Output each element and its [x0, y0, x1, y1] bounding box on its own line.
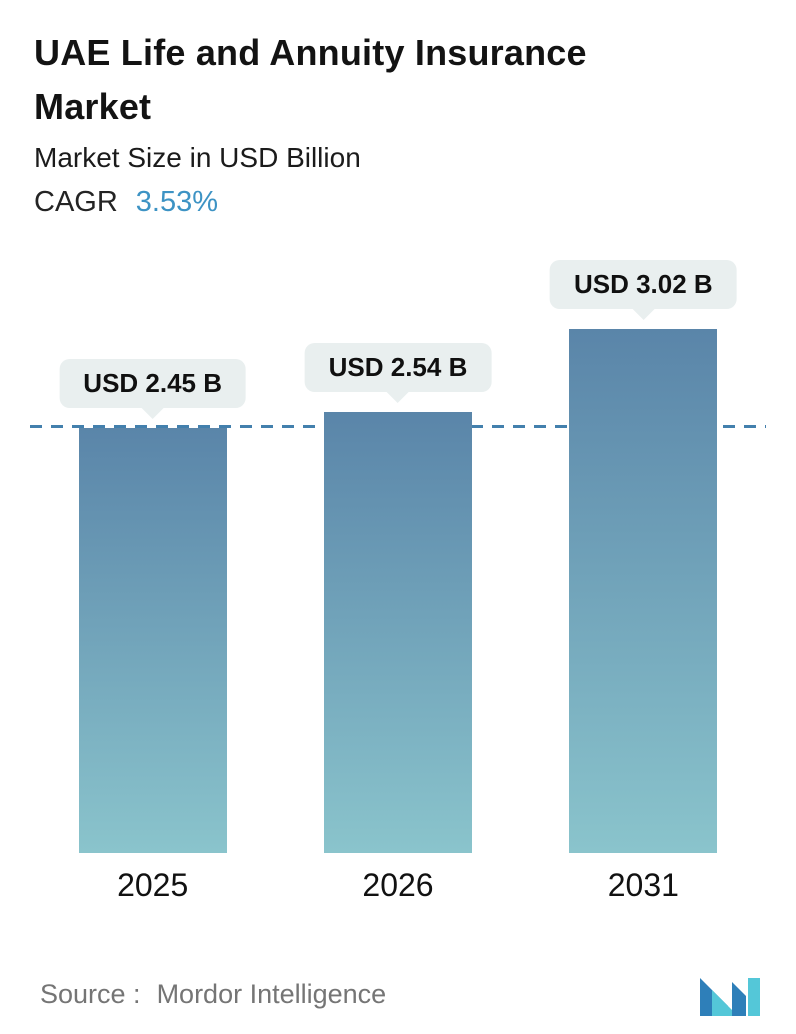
chart-title: UAE Life and Annuity Insurance Market [34, 32, 587, 127]
x-axis: 2025 2026 2031 [30, 867, 766, 904]
value-label-badge: USD 2.54 B [304, 343, 492, 392]
value-label-badge: USD 3.02 B [549, 260, 737, 309]
bar-group: USD 2.45 B [30, 263, 275, 853]
logo-shape-middle [712, 990, 732, 1016]
source-value: Mordor Intelligence [156, 978, 387, 1009]
cagr-label: CAGR [34, 186, 118, 218]
source-label: Source : [40, 978, 141, 1009]
logo-shape-right [732, 982, 746, 1016]
bar-group: USD 3.02 B [521, 260, 766, 853]
value-label-badge: USD 2.45 B [59, 359, 247, 408]
x-axis-label: 2026 [362, 867, 434, 903]
x-axis-label: 2031 [607, 867, 679, 903]
chart-footer: Source : Mordor Intelligence [40, 972, 762, 1016]
cagr-row: CAGR 3.53% [34, 186, 760, 219]
x-axis-label: 2025 [117, 867, 189, 903]
logo-shape-bar [748, 978, 760, 1016]
bar-chart: USD 2.45 B USD 2.54 B USD 3.02 B 2025 2026 2… [30, 260, 766, 904]
chart-subtitle: Market Size in USD Billion [34, 142, 361, 173]
bar-2026 [323, 412, 472, 853]
mordor-intelligence-logo [700, 978, 760, 1016]
bar-2025 [78, 428, 227, 853]
source-text: Source : Mordor Intelligence [40, 979, 386, 1010]
chart-header: UAE Life and Annuity Insurance Market Ma… [0, 0, 796, 219]
cagr-value: 3.53% [135, 186, 219, 218]
plot-area: USD 2.45 B USD 2.54 B USD 3.02 B [30, 260, 766, 853]
bar-group: USD 2.54 B [275, 263, 520, 853]
bar-2031 [569, 329, 718, 853]
